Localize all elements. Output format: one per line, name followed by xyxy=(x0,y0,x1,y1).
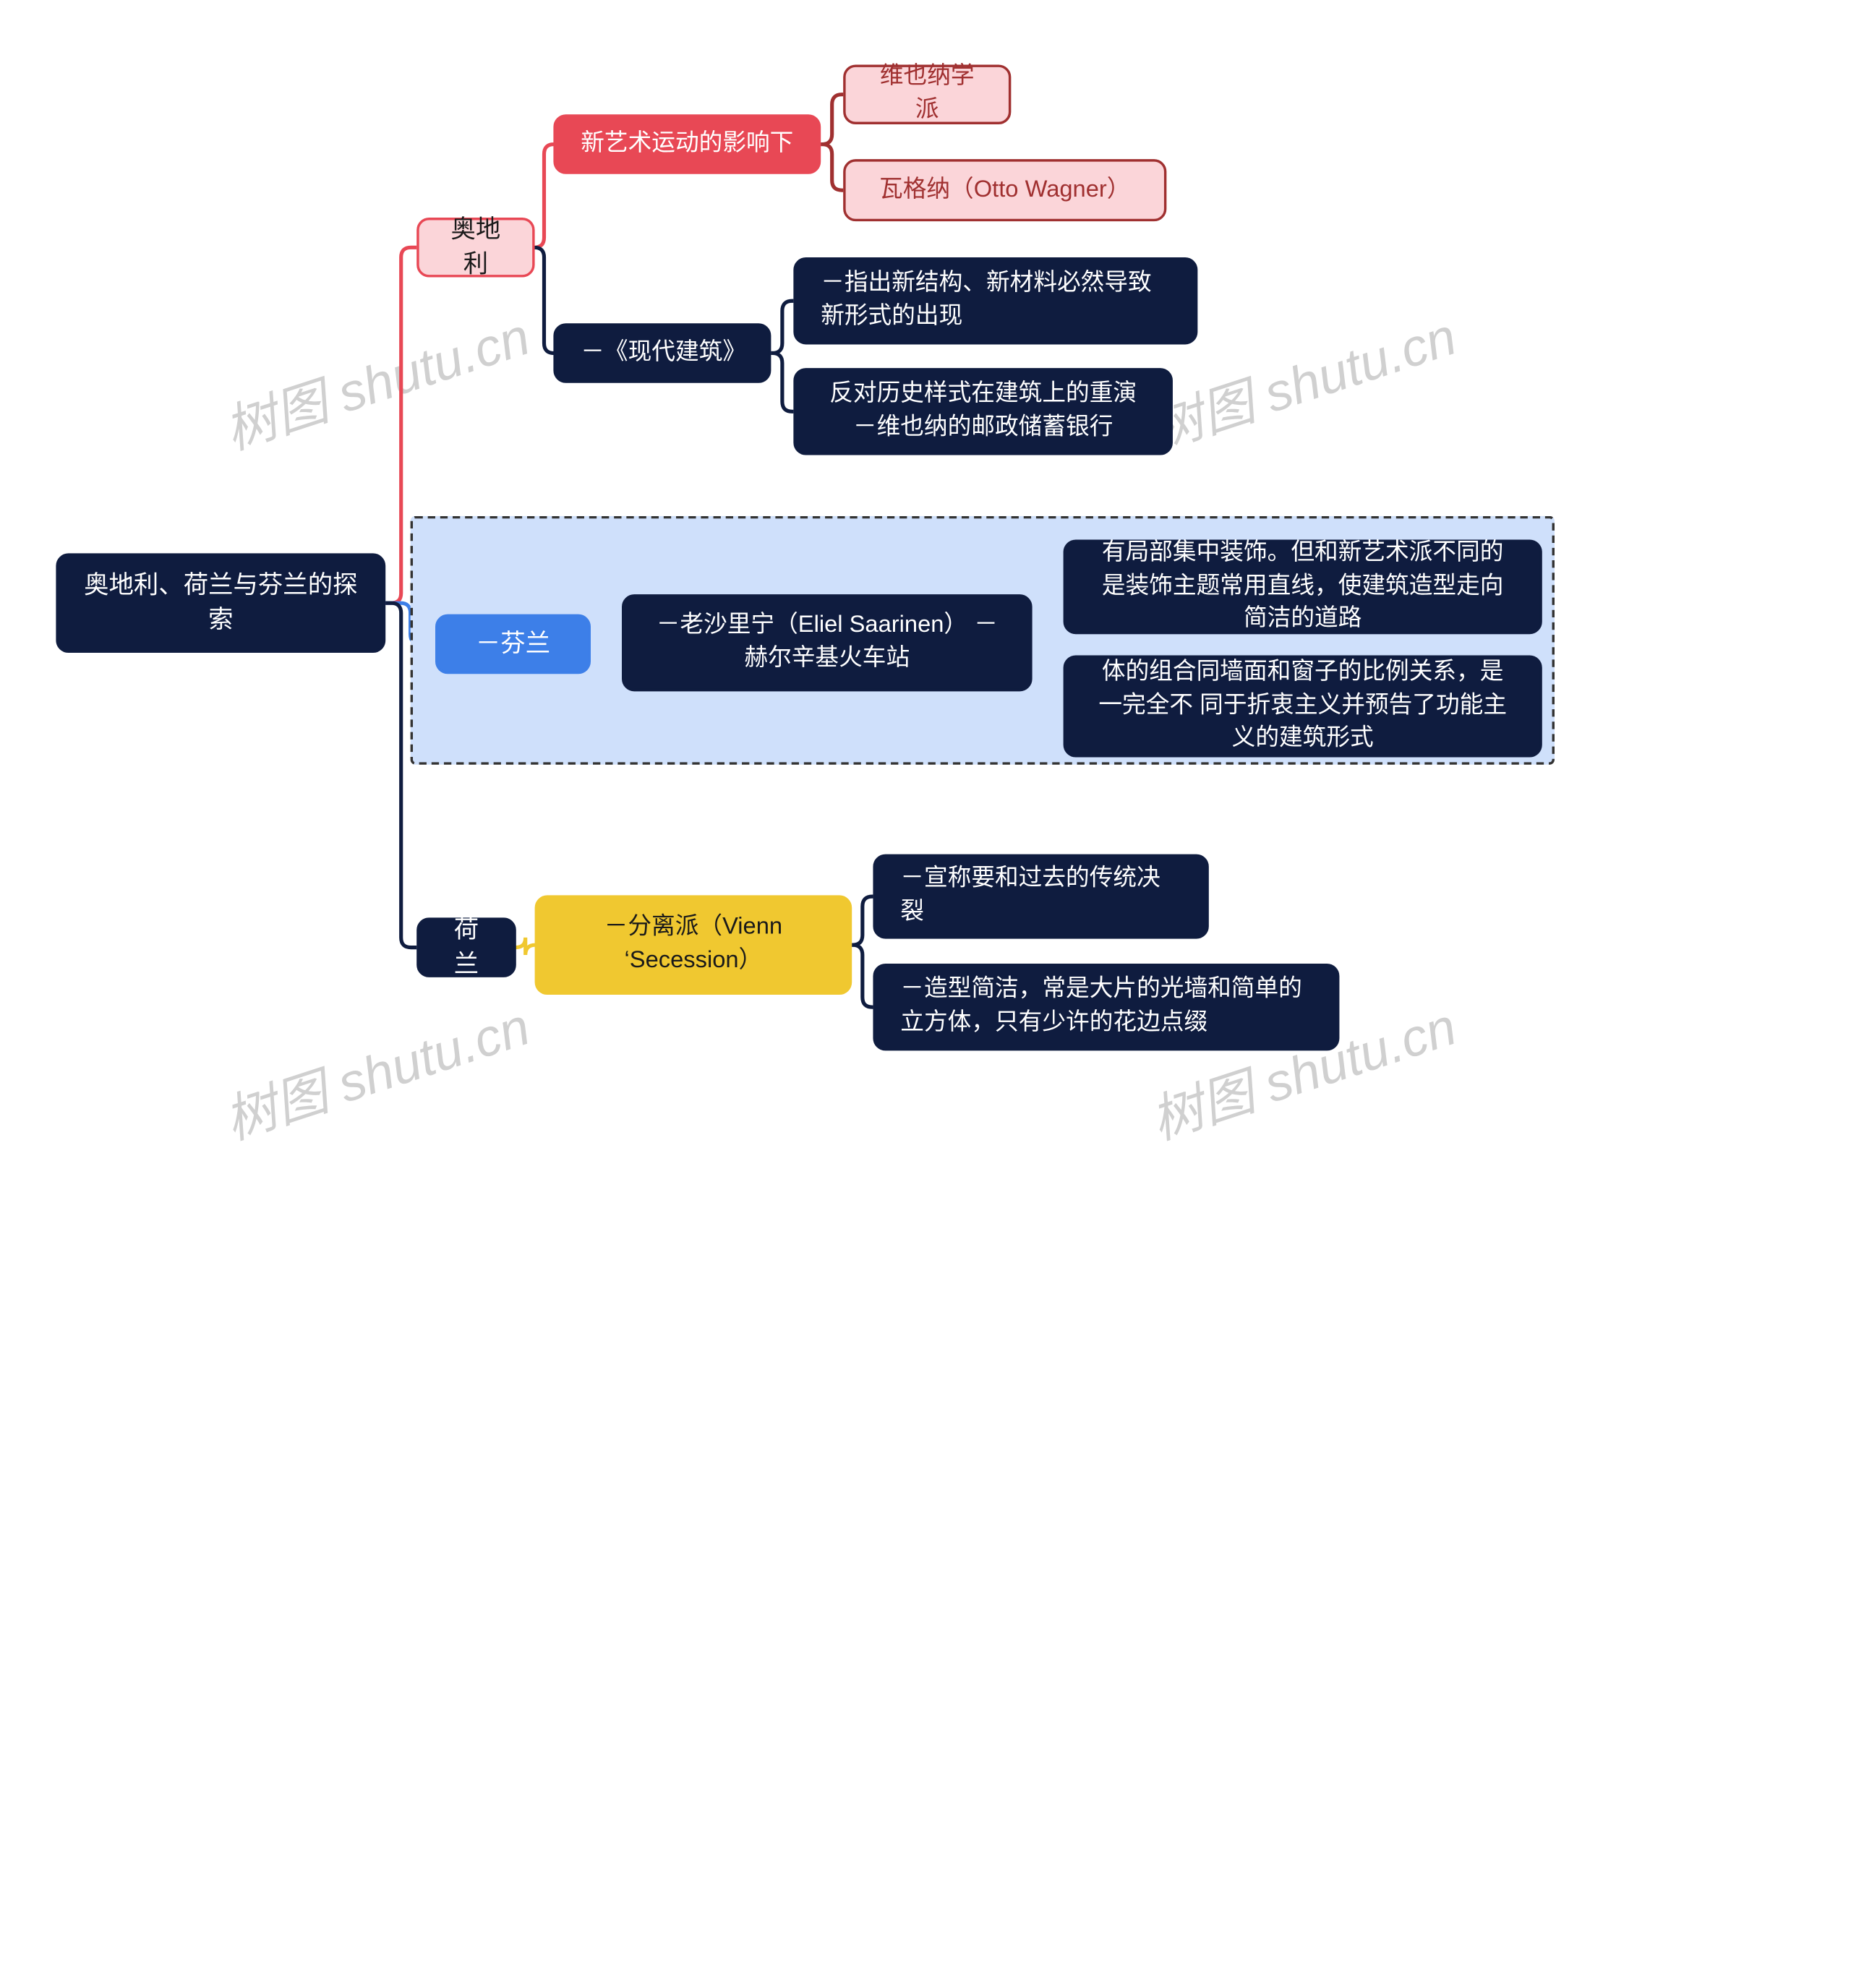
node-modern-1[interactable]: －指出新结构、新材料必然导致新形式的出现 xyxy=(793,257,1197,344)
watermark: 树图 shutu.cn xyxy=(213,985,538,1155)
node-label: －芬兰 xyxy=(476,627,550,661)
node-modern-arch[interactable]: －《现代建筑》 xyxy=(553,323,771,383)
mindmap-canvas: 树图 shutu.cn 树图 shutu.cn 树图 shutu.cn 树图 s… xyxy=(0,0,1851,1988)
node-label: －造型简洁，常是大片的光墙和简单的立方体，只有少许的花边点缀 xyxy=(900,974,1312,1040)
node-netherlands[interactable]: 荷兰 xyxy=(416,917,516,977)
node-austria[interactable]: 奥地利 xyxy=(416,218,534,278)
node-label: －分离派（Vienn ‘Secession） xyxy=(562,912,824,977)
node-vienna-school[interactable]: 维也纳学派 xyxy=(843,64,1011,124)
node-finland-1[interactable]: 有局部集中装饰。但和新艺术派不同的是装饰主题常用直线，使建筑造型走向简洁的道路 xyxy=(1064,539,1542,634)
node-finland[interactable]: －芬兰 xyxy=(435,614,591,674)
node-label: 新艺术运动的影响下 xyxy=(581,128,793,161)
node-secession-1[interactable]: －宣称要和过去的传统决裂 xyxy=(873,854,1208,939)
node-label: －老沙里宁（Eliel Saarinen） －赫尔辛基火车站 xyxy=(649,609,1005,675)
node-label: 反对历史样式在建筑上的重演 －维也纳的邮政储蓄银行 xyxy=(821,379,1145,445)
node-label: 有局部集中装饰。但和新艺术派不同的是装饰主题常用直线，使建筑造型走向简洁的道路 xyxy=(1090,537,1515,636)
node-saarinen[interactable]: －老沙里宁（Eliel Saarinen） －赫尔辛基火车站 xyxy=(622,594,1033,691)
node-label: 瓦格纳（Otto Wagner） xyxy=(879,173,1130,207)
node-wagner[interactable]: 瓦格纳（Otto Wagner） xyxy=(843,159,1166,221)
watermark: 树图 shutu.cn xyxy=(213,295,538,465)
root-node[interactable]: 奥地利、荷兰与芬兰的探索 xyxy=(56,553,385,653)
node-finland-2[interactable]: 体的组合同墙面和窗子的比例关系，是一完全不 同于折衷主义并预告了功能主义的建筑形… xyxy=(1064,655,1542,757)
node-label: 奥地利 xyxy=(444,213,508,282)
node-label: 荷兰 xyxy=(444,912,489,982)
node-label: －宣称要和过去的传统决裂 xyxy=(900,863,1181,929)
node-label: 维也纳学派 xyxy=(871,61,984,127)
node-label: 奥地利、荷兰与芬兰的探索 xyxy=(83,568,358,638)
node-secession-2[interactable]: －造型简洁，常是大片的光墙和简单的立方体，只有少许的花边点缀 xyxy=(873,964,1339,1050)
node-label: －《现代建筑》 xyxy=(581,337,743,370)
node-art-movement[interactable]: 新艺术运动的影响下 xyxy=(553,114,821,174)
node-modern-2[interactable]: 反对历史样式在建筑上的重演 －维也纳的邮政储蓄银行 xyxy=(793,368,1173,455)
node-secession[interactable]: －分离派（Vienn ‘Secession） xyxy=(535,895,852,995)
node-label: 体的组合同墙面和窗子的比例关系，是一完全不 同于折衷主义并预告了功能主义的建筑形… xyxy=(1090,656,1515,755)
node-label: －指出新结构、新材料必然导致新形式的出现 xyxy=(821,267,1170,333)
